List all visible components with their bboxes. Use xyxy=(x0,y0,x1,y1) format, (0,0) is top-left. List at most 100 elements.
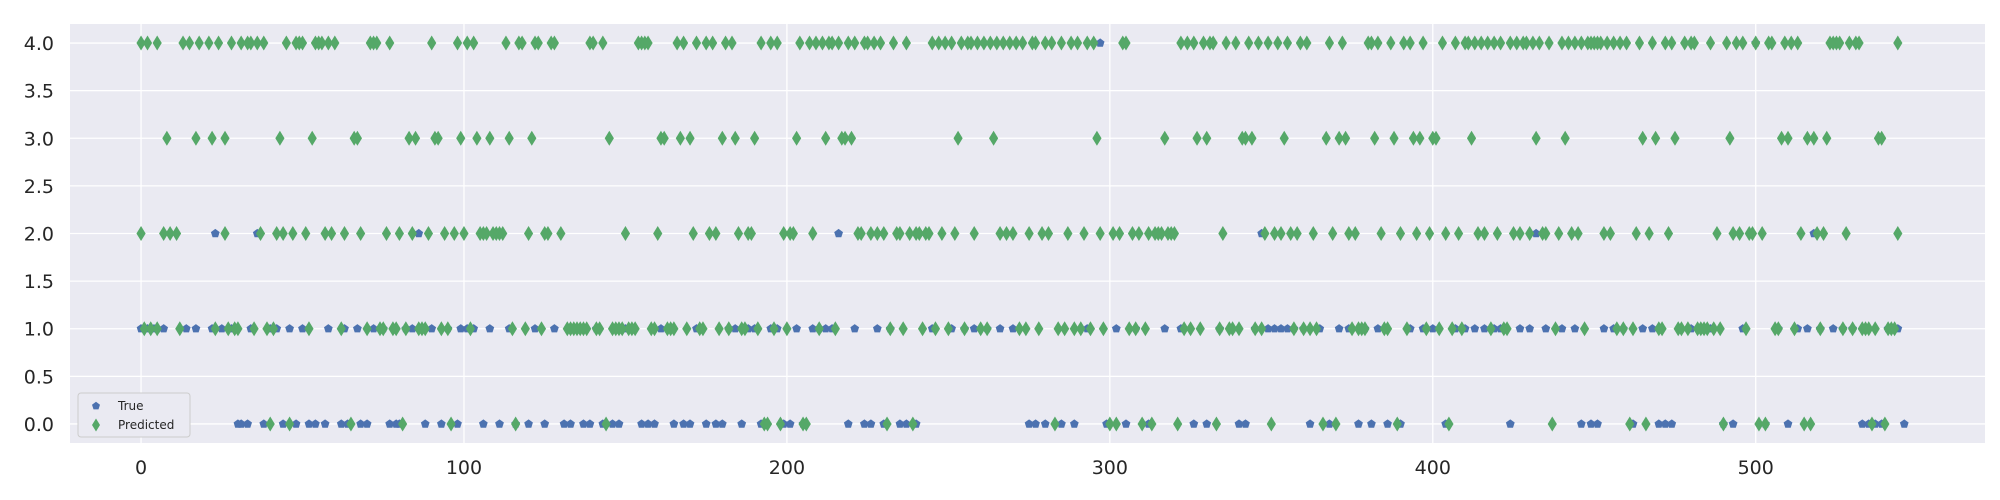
point-predicted xyxy=(191,130,201,146)
point-predicted xyxy=(1521,35,1532,51)
point-predicted xyxy=(1544,35,1554,51)
point-predicted xyxy=(1508,226,1519,241)
point-predicted xyxy=(1625,416,1635,432)
point-predicted xyxy=(1079,226,1089,241)
point-predicted xyxy=(846,130,857,146)
point-predicted xyxy=(1618,321,1628,337)
point-predicted xyxy=(724,321,734,337)
point-predicted xyxy=(1076,321,1086,337)
y-tick-label: 2.0 xyxy=(24,224,54,246)
point-predicted xyxy=(330,35,340,51)
point-predicted xyxy=(1021,321,1031,337)
point-predicted xyxy=(1340,130,1351,146)
point-true xyxy=(495,419,504,428)
x-tick-label: 400 xyxy=(1415,457,1451,479)
point-predicted xyxy=(1495,35,1506,51)
point-predicted xyxy=(536,321,547,337)
point-true xyxy=(420,419,430,428)
point-predicted xyxy=(1809,130,1819,146)
point-predicted xyxy=(207,130,217,146)
point-predicted xyxy=(210,321,220,337)
point-true xyxy=(1111,324,1121,333)
point-true xyxy=(407,324,417,333)
point-predicted xyxy=(1185,321,1196,337)
point-predicted xyxy=(1754,416,1764,432)
point-predicted xyxy=(1234,321,1244,337)
point-predicted xyxy=(678,35,689,51)
point-predicted xyxy=(782,321,792,337)
point-predicted xyxy=(152,35,162,51)
point-predicted xyxy=(1282,35,1293,51)
point-predicted xyxy=(1602,35,1612,51)
point-true xyxy=(995,324,1005,333)
point-predicted xyxy=(1767,35,1777,51)
point-predicted xyxy=(1441,226,1451,241)
point-predicted xyxy=(1173,416,1183,432)
point-predicted xyxy=(1599,226,1609,241)
point-predicted xyxy=(653,226,663,241)
y-tick-label: 4.0 xyxy=(24,33,54,55)
point-true xyxy=(1024,419,1034,428)
point-predicted xyxy=(1147,416,1157,432)
point-predicted xyxy=(1667,35,1677,51)
y-tick-label: 0.0 xyxy=(24,414,54,436)
point-predicted xyxy=(811,35,821,51)
point-predicted xyxy=(947,35,957,51)
point-predicted xyxy=(982,321,992,337)
point-predicted xyxy=(391,321,401,337)
point-predicted xyxy=(485,130,495,146)
point-predicted xyxy=(1670,130,1680,146)
point-true xyxy=(650,419,659,428)
point-true xyxy=(711,419,721,428)
point-predicted xyxy=(863,35,873,51)
point-true xyxy=(1660,419,1670,428)
point-predicted xyxy=(875,35,886,51)
point-predicted xyxy=(1095,226,1105,241)
point-predicted xyxy=(1447,321,1457,337)
point-true xyxy=(356,419,365,428)
point-true xyxy=(1325,419,1334,428)
point-predicted xyxy=(617,321,627,337)
point-true xyxy=(550,324,559,333)
point-predicted xyxy=(1053,321,1063,337)
point-predicted xyxy=(1847,321,1858,337)
point-predicted xyxy=(146,321,156,337)
point-predicted xyxy=(1337,35,1347,51)
point-true xyxy=(1593,419,1602,428)
point-predicted xyxy=(1018,35,1028,51)
point-predicted xyxy=(1198,35,1209,51)
point-predicted xyxy=(940,35,950,51)
point-predicted xyxy=(1702,321,1712,337)
point-true xyxy=(291,419,301,428)
point-true xyxy=(1383,419,1392,428)
point-predicted xyxy=(517,35,527,51)
point-true xyxy=(608,419,617,428)
point-predicted xyxy=(543,226,553,241)
point-predicted xyxy=(162,130,172,146)
point-predicted xyxy=(1408,130,1419,146)
point-predicted xyxy=(1489,35,1499,51)
point-true xyxy=(1031,419,1040,428)
point-predicted xyxy=(934,35,944,51)
point-predicted xyxy=(297,35,308,51)
point-predicted xyxy=(1208,35,1218,51)
point-predicted xyxy=(1660,35,1670,51)
point-predicted xyxy=(446,416,456,432)
point-true xyxy=(1095,38,1105,47)
point-predicted xyxy=(1402,321,1412,337)
point-true xyxy=(669,419,679,428)
point-predicted xyxy=(449,226,459,241)
point-predicted xyxy=(701,35,711,51)
point-predicted xyxy=(1512,35,1522,51)
point-predicted xyxy=(604,130,614,146)
point-true xyxy=(210,228,220,238)
point-predicted xyxy=(1712,226,1722,241)
point-predicted xyxy=(171,226,182,241)
point-predicted xyxy=(1806,416,1816,432)
point-predicted xyxy=(1001,226,1012,241)
point-predicted xyxy=(998,35,1008,51)
point-predicted xyxy=(459,226,469,241)
point-predicted xyxy=(139,321,149,337)
point-predicted xyxy=(1331,416,1341,432)
point-predicted xyxy=(1089,35,1099,51)
